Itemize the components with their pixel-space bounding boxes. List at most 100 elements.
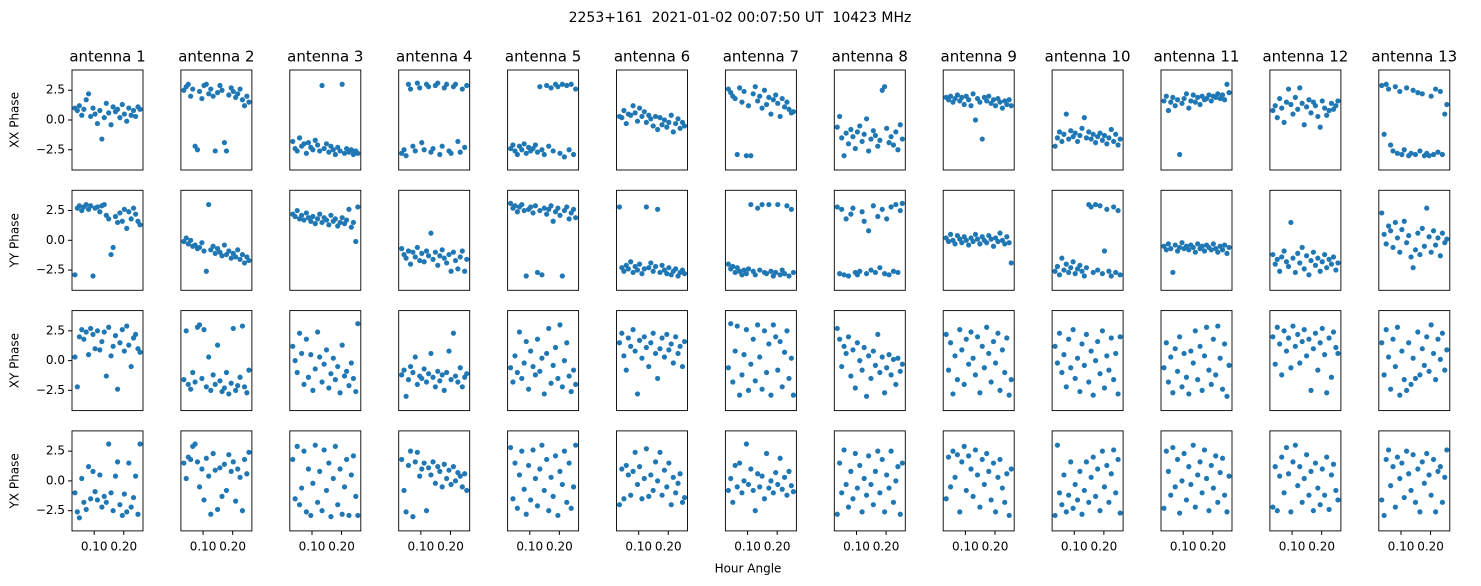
point: [1215, 91, 1221, 97]
point: [1381, 231, 1387, 237]
point: [988, 497, 994, 503]
point: [1181, 350, 1187, 357]
point: [959, 94, 965, 100]
point: [237, 86, 243, 92]
point: [532, 142, 539, 148]
panel-frame: [1051, 310, 1124, 412]
point: [945, 454, 952, 460]
point: [1201, 353, 1208, 359]
point: [124, 509, 130, 515]
point: [1324, 265, 1330, 271]
point: [196, 244, 203, 251]
point: [1301, 327, 1307, 333]
point: [1226, 473, 1232, 479]
point: [675, 350, 681, 357]
point: [564, 82, 570, 89]
point: [117, 115, 123, 121]
point: [745, 387, 752, 393]
point: [737, 460, 743, 466]
point: [1165, 379, 1171, 385]
point: [114, 219, 121, 226]
point: [1195, 472, 1201, 478]
point: [966, 242, 972, 248]
point: [755, 98, 761, 104]
point: [1106, 268, 1112, 274]
point: [450, 464, 457, 470]
point: [315, 499, 321, 505]
point: [315, 216, 321, 222]
point: [444, 369, 450, 376]
panel-frame: [1378, 189, 1451, 291]
point: [681, 494, 688, 501]
point: [332, 377, 338, 383]
point: [124, 225, 130, 231]
point: [947, 484, 954, 490]
point: [988, 236, 994, 242]
panel-frame: [398, 310, 471, 412]
point: [972, 372, 979, 378]
point: [350, 453, 357, 459]
point: [1195, 94, 1201, 100]
point: [521, 486, 527, 492]
point: [1285, 471, 1292, 477]
point: [992, 103, 999, 109]
point: [550, 218, 556, 224]
point: [841, 447, 847, 453]
point: [534, 503, 541, 509]
point: [1401, 494, 1407, 501]
point: [877, 369, 883, 376]
point: [1097, 130, 1103, 136]
point: [355, 150, 361, 156]
point: [1277, 268, 1283, 274]
point: [866, 228, 872, 234]
point: [294, 148, 300, 154]
point: [1072, 375, 1078, 382]
panel-frame: [942, 310, 1015, 412]
point: [541, 151, 547, 158]
point: [1333, 103, 1339, 109]
point: [1117, 136, 1123, 142]
point: [423, 379, 430, 385]
point: [1008, 466, 1014, 472]
point: [130, 494, 137, 501]
point: [241, 103, 248, 109]
x-tick-label: 0.20: [982, 539, 1009, 553]
y-tick-label: −2.5: [36, 142, 65, 156]
point: [233, 387, 239, 393]
point: [657, 346, 663, 352]
point: [1104, 141, 1110, 147]
point: [1226, 90, 1232, 96]
point: [97, 209, 103, 215]
point: [1008, 103, 1014, 109]
point: [1081, 273, 1087, 279]
point: [725, 261, 731, 267]
point: [954, 452, 961, 458]
point: [737, 392, 743, 398]
point: [1063, 261, 1069, 267]
point: [784, 99, 790, 105]
point: [126, 342, 132, 348]
point: [405, 248, 412, 254]
point: [670, 360, 676, 366]
point: [117, 210, 123, 216]
point: [1315, 255, 1321, 261]
point: [319, 82, 325, 89]
point: [419, 140, 425, 146]
point: [1379, 82, 1385, 89]
point: [299, 485, 305, 491]
point: [1285, 86, 1292, 92]
point: [407, 363, 414, 370]
point: [850, 347, 856, 353]
point: [323, 141, 330, 147]
point: [119, 218, 125, 224]
point: [895, 464, 901, 470]
point: [355, 204, 361, 210]
point: [773, 92, 779, 98]
point: [668, 112, 674, 118]
point: [857, 123, 863, 129]
point: [886, 485, 892, 491]
point: [1283, 99, 1290, 105]
point: [210, 243, 216, 249]
point: [1421, 243, 1427, 249]
